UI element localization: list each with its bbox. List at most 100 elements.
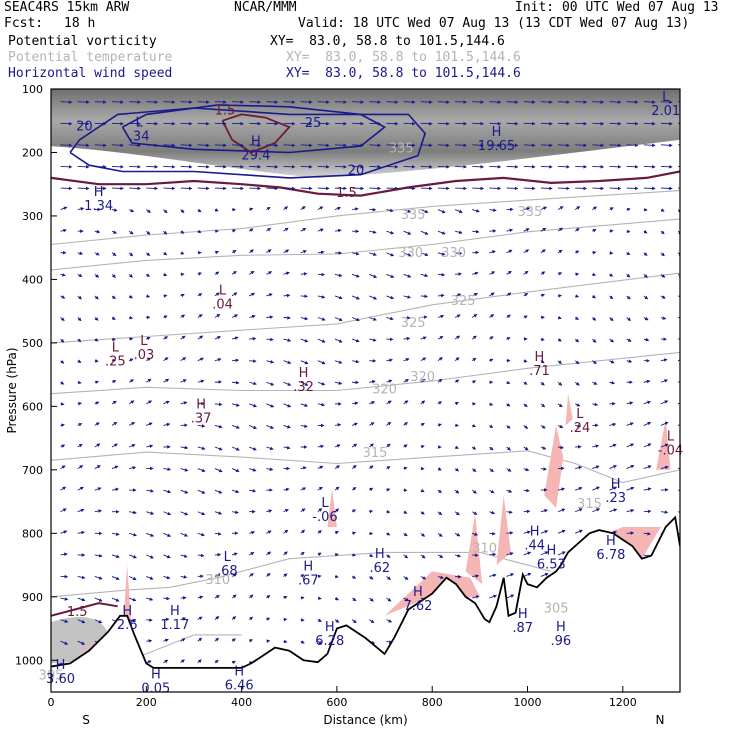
extremum-letter: L — [321, 496, 329, 511]
wind-vector — [94, 401, 100, 405]
wind-vector — [128, 422, 136, 426]
wind-vector — [283, 487, 290, 492]
wind-vector — [592, 508, 601, 513]
extremum-value: .62 — [369, 561, 390, 576]
wind-vector — [437, 532, 443, 537]
wind-vector — [129, 315, 134, 320]
wind-vector — [180, 401, 188, 405]
wind-vector — [334, 100, 347, 104]
extremum-letter: L — [667, 429, 675, 444]
wind-vector — [317, 100, 330, 104]
y-tick-label: 700 — [22, 464, 43, 477]
wind-vector — [557, 206, 564, 210]
wind-vector — [437, 336, 444, 340]
wind-vector — [523, 143, 536, 148]
wind-vector — [180, 617, 187, 621]
wind-vector — [248, 616, 254, 621]
wind-vector — [454, 532, 461, 537]
wind-vector — [180, 251, 185, 255]
fcst-label: Fcst: — [4, 16, 44, 31]
wind-vector — [626, 338, 632, 342]
wind-vector — [489, 552, 497, 557]
wind-vector — [437, 378, 443, 383]
isotach-label: 20 — [76, 119, 93, 134]
wind-vector — [111, 143, 124, 148]
wind-vector — [626, 251, 631, 255]
wind-vector — [660, 143, 673, 148]
wind-vector — [317, 508, 323, 513]
wind-vector — [437, 272, 446, 277]
wind-vector — [249, 381, 257, 386]
extremum-letter: H — [413, 585, 423, 600]
wind-vector — [403, 336, 411, 341]
wind-vector — [489, 358, 494, 363]
extremum-letter: H — [170, 604, 180, 619]
wind-vector — [489, 314, 495, 318]
wind-vector — [283, 271, 290, 276]
wind-vector — [677, 402, 680, 405]
wind-vector — [523, 488, 530, 493]
wind-vector — [352, 338, 360, 343]
wind-vector — [403, 273, 412, 278]
wind-vector — [317, 530, 322, 534]
wind-vector — [643, 252, 648, 256]
wind-vector — [386, 619, 393, 623]
theta-contour-label: 310 — [472, 541, 497, 556]
wind-vector — [163, 230, 168, 235]
wind-vector — [523, 403, 528, 408]
wind-vector — [489, 446, 494, 451]
theta-contour-label: 330 — [441, 246, 466, 261]
wind-vector — [60, 273, 66, 277]
wind-vector — [643, 274, 648, 278]
extremum-value: .67 — [298, 574, 319, 589]
extremum-letter: H — [556, 620, 566, 635]
valid-time: Valid: 18 UTC Wed 07 Aug 13 (13 CDT Wed … — [298, 16, 690, 31]
wind-vector — [369, 121, 382, 126]
wind-vector — [231, 573, 238, 577]
theta-contour-label: 315 — [577, 497, 602, 512]
wind-vector — [94, 359, 99, 363]
extremum-letter: H — [611, 477, 621, 492]
wind-vector — [94, 576, 103, 580]
wind-vector — [111, 100, 124, 104]
wind-vector — [472, 574, 480, 578]
theta-contour-label: 335 — [401, 208, 426, 223]
wind-vector — [94, 619, 103, 624]
wind-vector — [557, 403, 563, 408]
wind-vector — [317, 317, 326, 321]
pv-positive-region — [70, 619, 123, 663]
terrain-surface-line — [51, 515, 680, 669]
wind-vector — [334, 619, 340, 623]
wind-vector — [626, 229, 631, 234]
wind-vector — [214, 336, 222, 340]
extremum-value: 6.46 — [225, 678, 254, 693]
wind-vector — [643, 207, 648, 212]
wind-vector — [146, 576, 154, 580]
wind-vector — [146, 532, 155, 537]
wind-vector — [643, 487, 652, 491]
wind-vector — [334, 596, 339, 601]
wind-vector — [111, 576, 120, 580]
wind-vector — [94, 422, 100, 426]
wind-vector — [437, 143, 450, 148]
wind-vector — [231, 250, 237, 254]
wind-vector — [231, 446, 240, 451]
extremum-letter: H — [196, 398, 206, 413]
wind-vector — [300, 381, 309, 386]
wind-vector — [317, 640, 323, 645]
wind-vector — [283, 551, 288, 556]
wind-vector — [180, 468, 189, 472]
wind-vector — [540, 530, 549, 534]
extremum-letter: H — [530, 525, 540, 540]
wind-vector — [540, 249, 546, 254]
wind-vector — [128, 230, 134, 235]
wind-vector — [163, 638, 169, 643]
wind-vector — [317, 552, 322, 557]
wind-vector — [266, 227, 272, 232]
wind-vector — [163, 272, 168, 277]
wind-vector — [472, 292, 479, 297]
wind-vector — [283, 639, 288, 644]
wind-vector — [574, 360, 580, 365]
wind-vector — [248, 249, 254, 254]
wind-vector — [472, 423, 477, 428]
